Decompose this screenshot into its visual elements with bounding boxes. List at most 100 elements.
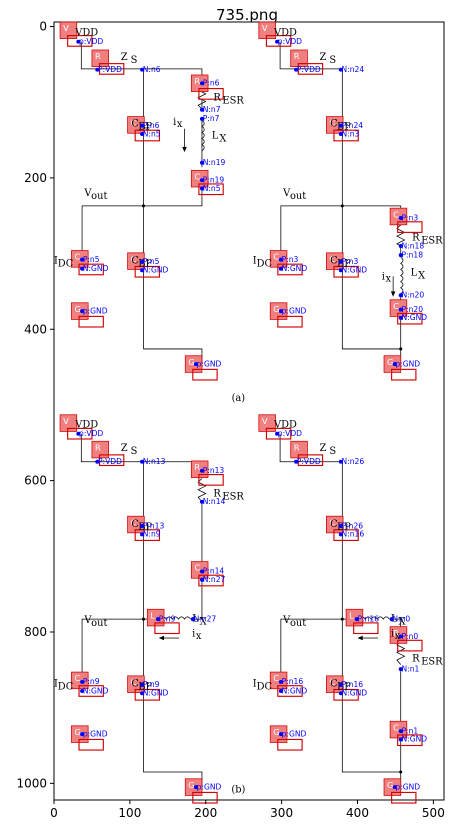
pin-dot: [278, 309, 283, 314]
component-box-letter: R: [294, 442, 300, 452]
pin-dot: [278, 689, 283, 693]
inductor-lx-b: [159, 616, 191, 620]
pin-dot: [294, 67, 298, 72]
component-box: G: [71, 302, 104, 328]
net-label: N:n6: [143, 65, 161, 74]
net-label: N:GND: [143, 266, 169, 275]
net-label: p:VDD: [79, 37, 103, 46]
component-box: C: [325, 675, 359, 701]
pin-dot: [338, 123, 343, 128]
pin-frame: [134, 265, 161, 278]
component-label: Z: [121, 443, 128, 454]
component-box-letter: G: [273, 727, 279, 737]
component-box-marker: [389, 207, 408, 226]
pin-frame: [277, 738, 303, 751]
component-box: C: [325, 116, 359, 142]
component-label: I: [253, 678, 257, 689]
component-label: Z: [320, 443, 327, 454]
pin-frame: [198, 183, 224, 196]
pin-dot: [80, 679, 85, 684]
net-label: p:GND: [83, 729, 108, 738]
component-box: R: [389, 626, 423, 652]
junction: [399, 770, 403, 774]
net-label: P:n24: [342, 121, 364, 130]
resistor-esr-a-right: [396, 224, 406, 247]
junction: [340, 617, 344, 621]
component-box-marker: [258, 21, 276, 40]
net-label: N:n26: [342, 457, 365, 466]
net-label: N:GND: [342, 266, 368, 275]
component-box-letter: C: [131, 517, 137, 527]
junction: [340, 204, 344, 208]
pin-dot: [193, 362, 198, 367]
net-label: P:n7: [203, 114, 220, 123]
net-label: N:GND: [282, 686, 308, 695]
component-box: R: [290, 49, 324, 75]
component-box: V: [258, 21, 292, 47]
component-box: G: [71, 725, 104, 751]
component-box-letter: C: [273, 252, 279, 262]
net-label: N:n16: [342, 530, 365, 539]
pin-dot: [140, 459, 144, 464]
net-label: p:GND: [282, 729, 307, 738]
component-box-letter: C: [393, 722, 399, 732]
pin-dot: [140, 132, 144, 136]
pin-frame: [297, 454, 324, 467]
component-box-letter: C: [194, 171, 200, 181]
component-box: C: [127, 675, 161, 701]
net-label: N:n14: [203, 497, 226, 506]
resistor-esr-b-right: [396, 640, 406, 665]
component-label: x: [196, 631, 202, 642]
pin-frame: [134, 688, 161, 701]
net-label: p:GND: [83, 306, 108, 315]
component-box-marker: [91, 49, 110, 68]
component-box-letter: C: [131, 677, 137, 687]
pin-frame: [397, 221, 423, 233]
component-box: C: [389, 299, 423, 325]
net-label: N:GND: [401, 313, 427, 322]
net-label: P:n3: [401, 213, 418, 222]
component-label: I: [54, 255, 58, 266]
pin-dot: [338, 691, 343, 696]
component-box: R: [190, 74, 224, 100]
pin-dot: [398, 729, 403, 734]
net-label: p:GND: [395, 782, 420, 791]
net-label: P:n19: [203, 175, 225, 184]
net-label: p:VDD: [278, 429, 302, 438]
component-label: i: [173, 117, 176, 128]
component-box: R: [91, 440, 125, 467]
pin-dot: [155, 617, 160, 622]
component-label: ESR: [421, 236, 443, 247]
component-label: R: [213, 93, 221, 104]
pin-frame: [98, 63, 125, 75]
component-box: C: [190, 169, 224, 196]
pin-frame: [333, 529, 359, 541]
pin-frame: [265, 35, 292, 47]
pin-dot: [95, 67, 100, 72]
net-label: N:n5: [143, 129, 161, 138]
net-label: N:n24: [342, 65, 365, 74]
component-box: V: [59, 21, 93, 47]
inductor-lx-b-right: [358, 616, 390, 620]
component-box-marker: [59, 414, 78, 432]
component-label: C: [330, 255, 338, 266]
net-label: P:n16: [342, 680, 364, 689]
pin-dot: [275, 431, 280, 436]
pin-dot: [140, 691, 144, 696]
component-box-marker: [269, 671, 288, 690]
component-box-marker: [325, 515, 344, 534]
component-box-letter: G: [387, 357, 393, 367]
component-box-marker: [146, 608, 165, 627]
pin-frame: [397, 639, 423, 652]
current-arrow-b: [158, 635, 165, 641]
pin-dot: [389, 617, 394, 622]
component-box-marker: [325, 675, 344, 693]
component-box-letter: R: [393, 628, 399, 638]
component-box-letter: C: [329, 677, 335, 687]
pin-dot: [338, 132, 343, 136]
net-label: N:n5: [203, 184, 221, 193]
component-label: L: [192, 613, 199, 624]
y-tick-label: 800: [24, 625, 47, 639]
component-box: V: [258, 414, 292, 440]
